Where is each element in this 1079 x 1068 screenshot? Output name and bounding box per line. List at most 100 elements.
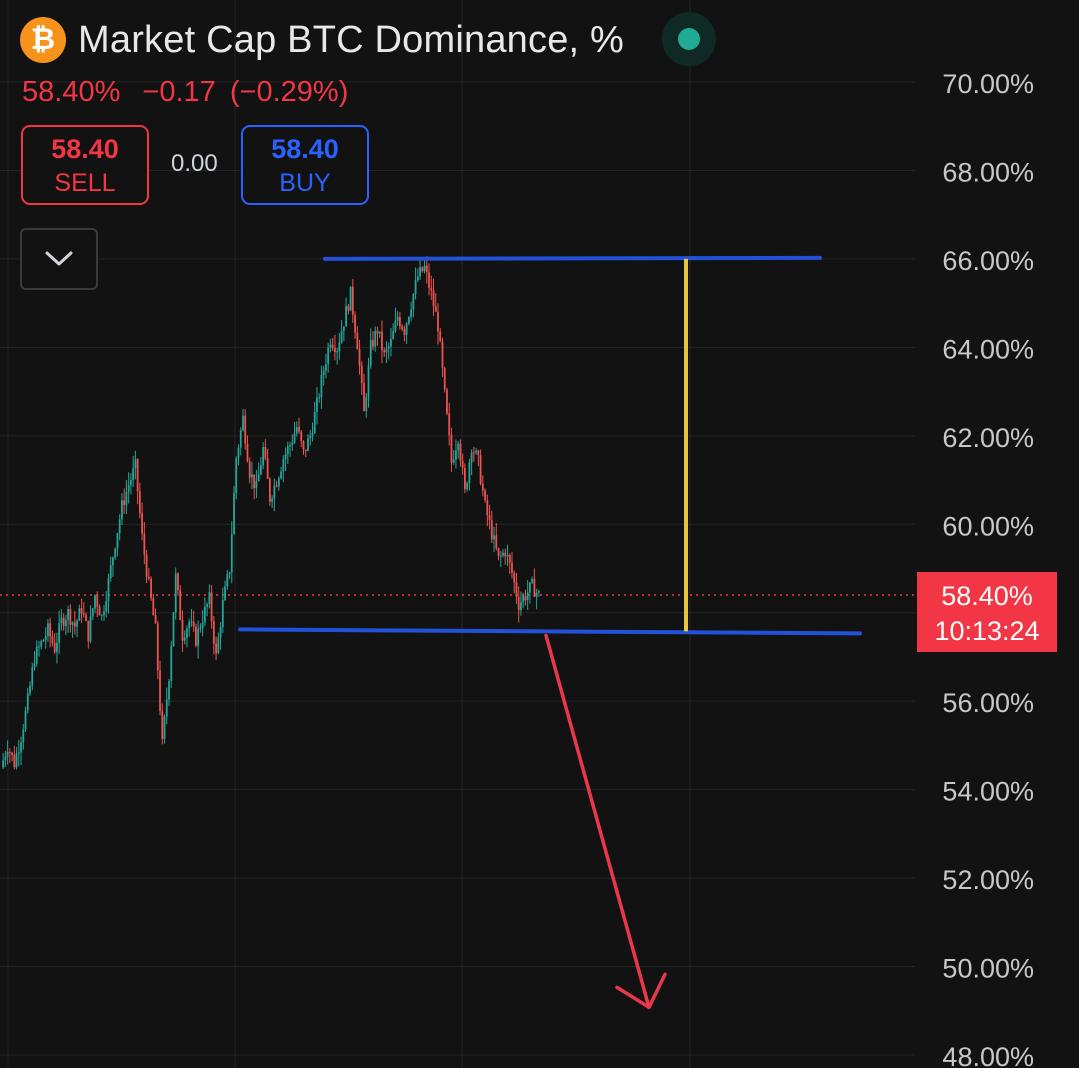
sell-label: SELL <box>54 169 116 197</box>
candle-body <box>470 452 473 463</box>
candle-body <box>58 623 61 643</box>
candle-body <box>208 592 211 605</box>
y-tick-label: 52.00% <box>942 865 1034 895</box>
candle-body <box>228 572 231 575</box>
candle-body <box>291 442 294 446</box>
candle-body <box>244 415 247 444</box>
projection-arrow-head <box>615 972 667 1010</box>
candle-body <box>403 329 406 335</box>
candle-body <box>154 615 157 624</box>
candle-body <box>26 693 29 711</box>
market-status-indicator[interactable] <box>662 12 716 66</box>
candle-body <box>311 432 314 436</box>
candle-body <box>461 460 464 468</box>
candle-body <box>266 458 269 479</box>
candle-body <box>365 397 368 412</box>
candle-body <box>255 481 258 489</box>
buy-button[interactable]: 58.40 BUY <box>241 125 369 205</box>
y-tick-label: 68.00% <box>942 157 1034 187</box>
candle-body <box>387 346 390 349</box>
candle-body <box>38 646 40 648</box>
candle-body <box>215 643 217 654</box>
candle-body <box>107 578 110 602</box>
candle-body <box>60 617 63 624</box>
quote-summary: 58.40% −0.17 (−0.29%) <box>22 76 362 109</box>
sell-button[interactable]: 58.40 SELL <box>21 125 149 205</box>
y-tick-label: 70.00% <box>942 69 1034 99</box>
candle-body <box>53 642 56 653</box>
badge-price: 58.40% <box>941 581 1033 611</box>
candle-body <box>533 578 536 597</box>
candle-body <box>100 615 103 617</box>
badge-countdown: 10:13:24 <box>934 616 1040 646</box>
candle-body <box>381 331 383 351</box>
candle-body <box>201 622 204 628</box>
collapse-legend-button[interactable] <box>20 228 98 290</box>
candle-body <box>378 331 381 334</box>
candle-body <box>6 751 9 757</box>
candle-body <box>430 287 433 291</box>
candle-body <box>183 637 186 641</box>
candle-body <box>275 485 278 487</box>
candle-body <box>309 435 312 439</box>
candle-body <box>307 438 309 451</box>
price-change: −0.17 <box>142 76 216 108</box>
candle-body <box>237 447 240 459</box>
candle-body <box>450 434 453 463</box>
candle-body <box>423 265 426 271</box>
candle-body <box>129 479 132 486</box>
candle-body <box>374 330 377 347</box>
candle-body <box>394 320 397 332</box>
candle-body <box>302 441 305 450</box>
candle-body <box>260 465 262 475</box>
candle-body <box>150 578 152 599</box>
candle-body <box>405 323 408 335</box>
candle-body <box>284 454 287 460</box>
candle-body <box>47 623 49 637</box>
candle-body <box>206 604 209 607</box>
candle-body <box>398 316 401 327</box>
candle-body <box>152 598 155 616</box>
candle-body <box>537 591 540 593</box>
candle-body <box>136 459 139 492</box>
candle-body <box>85 614 87 621</box>
candle-body <box>226 574 229 587</box>
candle-body <box>174 573 177 613</box>
y-tick-label: 48.00% <box>942 1042 1034 1068</box>
grid-vertical <box>7 0 691 1068</box>
y-tick-label: 66.00% <box>942 246 1034 276</box>
candle-body <box>419 267 421 277</box>
candle-body <box>443 368 446 390</box>
candle-body <box>233 493 235 535</box>
candle-body <box>457 443 460 451</box>
candle-body <box>349 286 352 311</box>
candle-body <box>224 586 226 600</box>
candle-body <box>179 590 182 620</box>
candle-body <box>235 458 238 494</box>
candle-body <box>31 667 34 686</box>
candle-body <box>44 636 47 641</box>
candle-body <box>94 595 96 609</box>
symbol-header[interactable]: ₿ Market Cap BTC Dominance, % <box>20 14 624 66</box>
candle-body <box>360 365 363 384</box>
candle-body <box>396 316 399 321</box>
candle-body <box>412 294 415 310</box>
candle-body <box>127 485 130 492</box>
candle-body <box>407 316 410 324</box>
candle-body <box>414 280 417 295</box>
candle-body <box>345 306 347 327</box>
candle-body <box>472 452 475 454</box>
candle-body <box>313 412 316 433</box>
candle-body <box>134 459 137 469</box>
candle-body <box>121 500 123 520</box>
candle-body <box>338 342 341 352</box>
candle-body <box>156 623 159 671</box>
candle-body <box>98 606 101 616</box>
candle-body <box>363 383 365 412</box>
candle-body <box>273 485 276 499</box>
grid-horizontal <box>0 81 915 1056</box>
candle-body <box>466 482 469 490</box>
candle-body <box>177 573 179 591</box>
candle-body <box>295 427 298 434</box>
